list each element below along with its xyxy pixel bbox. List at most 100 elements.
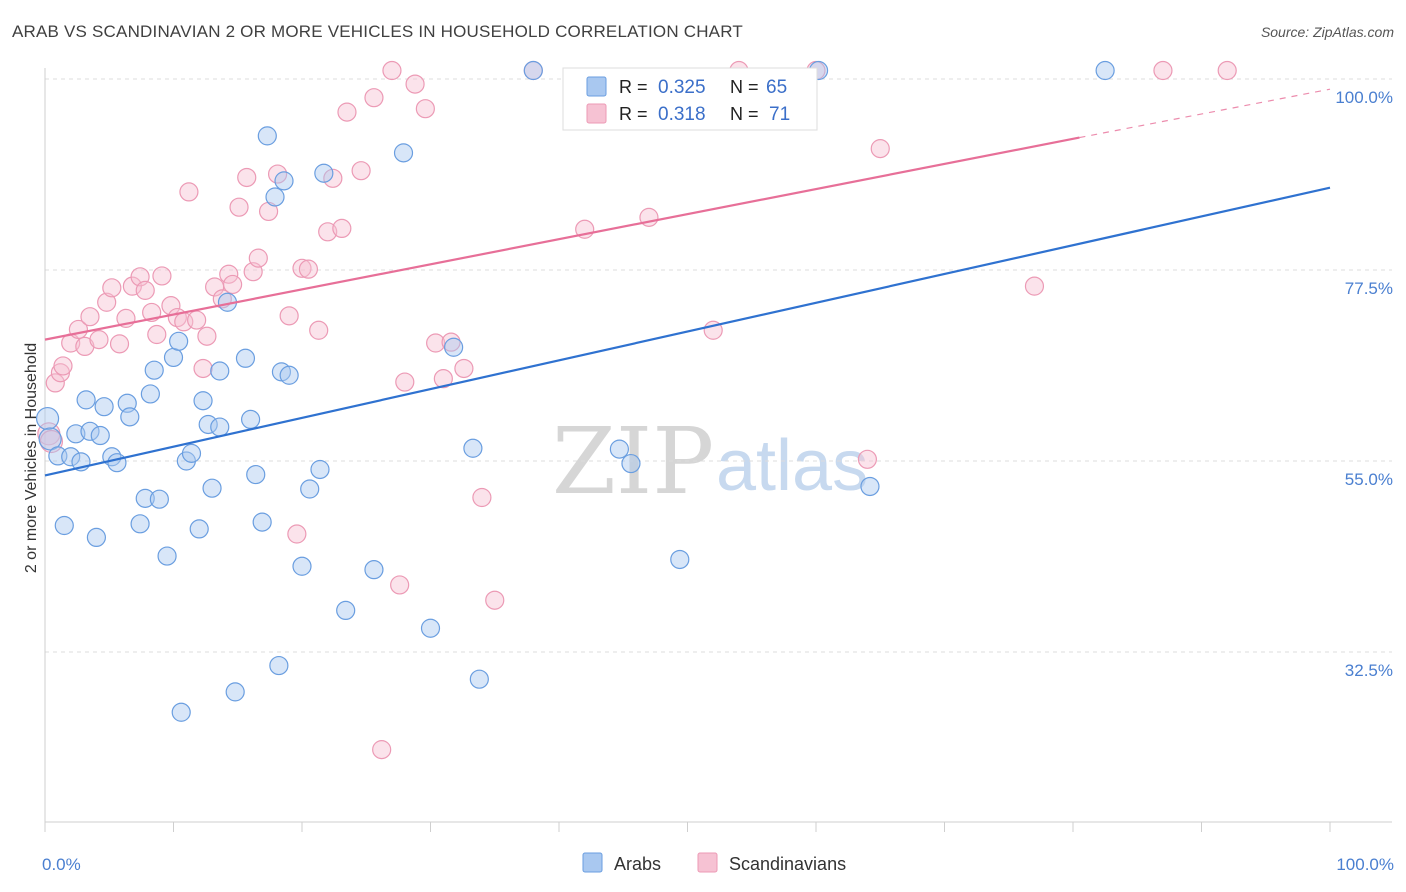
arabs-trend-line bbox=[44, 186, 1331, 477]
scandinavians-point bbox=[298, 259, 319, 279]
arabs-point bbox=[241, 409, 261, 430]
arabs-point bbox=[364, 560, 384, 580]
scandinavians-point bbox=[229, 197, 249, 217]
arabs-point bbox=[246, 464, 266, 485]
scandinavians-point bbox=[248, 248, 268, 268]
arabs-point bbox=[169, 331, 189, 351]
arabs-point bbox=[257, 126, 277, 146]
arabs-point bbox=[54, 515, 74, 536]
arabs-point bbox=[252, 512, 272, 532]
bottom-legend: Arabs Scandinavians bbox=[582, 852, 846, 874]
scandinavians-point bbox=[53, 356, 73, 376]
arabs-point bbox=[210, 361, 230, 381]
scandinavians-point bbox=[323, 168, 343, 188]
scandinavians-point bbox=[390, 575, 410, 595]
scandinavians-point bbox=[351, 161, 371, 181]
arabs-point bbox=[35, 406, 60, 431]
arabs-point bbox=[609, 439, 629, 459]
legend-r-label-arabs: R = bbox=[619, 77, 648, 97]
arabs-point bbox=[265, 187, 285, 207]
scandinavians-point bbox=[109, 334, 130, 354]
scandinavians-point bbox=[102, 278, 122, 298]
bottom-legend-label-arabs[interactable]: Arabs bbox=[614, 854, 661, 874]
arabs-point bbox=[310, 459, 330, 480]
legend-n-value-scandinavians: 71 bbox=[769, 104, 790, 125]
scandinavians-trend-extension bbox=[1079, 88, 1331, 139]
scandinavians-point bbox=[97, 292, 117, 312]
arabs-point bbox=[274, 171, 294, 191]
scandinavians-point bbox=[395, 372, 415, 392]
arabs-point bbox=[61, 447, 81, 467]
scandinavians-point bbox=[405, 74, 425, 94]
arabs-point bbox=[76, 390, 96, 410]
scandinavians-point bbox=[454, 358, 474, 379]
arabs-point bbox=[140, 384, 160, 404]
scandinavians-point bbox=[152, 266, 172, 286]
scandinavians-point bbox=[372, 740, 392, 760]
scandinavians-point bbox=[147, 324, 167, 345]
scandinavians-point bbox=[287, 524, 307, 544]
scandinavians-point bbox=[472, 487, 492, 508]
x-ticks bbox=[44, 822, 1331, 832]
scandinavians-point bbox=[382, 60, 402, 81]
arabs-point bbox=[157, 546, 177, 566]
scandinavians-point bbox=[433, 369, 453, 389]
arabs-point bbox=[225, 682, 245, 702]
scandinavians-point bbox=[187, 310, 207, 330]
scandinavians-point bbox=[219, 264, 239, 284]
arabs-point bbox=[86, 527, 107, 548]
arabs-point bbox=[621, 453, 641, 474]
arabs-point bbox=[444, 337, 464, 357]
bottom-legend-swatch-scandinavians[interactable] bbox=[697, 852, 718, 873]
y-tick-labels: 100.0% 77.5% 55.0% 32.5% bbox=[1335, 88, 1393, 680]
arabs-point bbox=[210, 417, 230, 437]
scandinavians-point bbox=[80, 307, 100, 327]
scandinavians-point bbox=[89, 330, 109, 350]
scandinavians-point bbox=[1024, 276, 1045, 296]
arabs-point bbox=[198, 414, 218, 435]
y-tick-label: 55.0% bbox=[1345, 470, 1393, 489]
source-credit: Source: ZipAtlas.com bbox=[1260, 24, 1394, 40]
scandinavians-point bbox=[292, 258, 312, 278]
bottom-legend-swatch-arabs[interactable] bbox=[582, 852, 603, 873]
arabs-point bbox=[163, 347, 184, 368]
bottom-legend-label-scandinavians[interactable]: Scandinavians bbox=[729, 854, 846, 874]
scandinavians-point bbox=[870, 139, 890, 159]
arabs-point bbox=[202, 478, 222, 498]
legend-swatch-arabs bbox=[586, 76, 607, 97]
arabs-point bbox=[90, 425, 110, 446]
scandinavians-point bbox=[485, 590, 505, 610]
arabs-point bbox=[463, 438, 483, 458]
y-axis-title: 2 or more Vehicles in Household bbox=[23, 343, 40, 573]
scandinavians-point bbox=[197, 326, 217, 346]
arabs-point bbox=[314, 163, 334, 183]
arabs-point bbox=[171, 702, 191, 722]
scandinavians-point bbox=[337, 102, 357, 122]
scandinavians-point bbox=[237, 167, 257, 188]
scandinavians-point bbox=[135, 280, 155, 300]
scandinavians-point bbox=[426, 333, 446, 353]
y-tick-label: 77.5% bbox=[1345, 279, 1393, 298]
scandinavians-point bbox=[45, 373, 65, 393]
legend-n-value-arabs: 65 bbox=[766, 77, 787, 98]
y-tick-label: 100.0% bbox=[1335, 88, 1393, 107]
scandinavians-point bbox=[193, 358, 213, 379]
arabs-point bbox=[269, 655, 289, 676]
watermark-atlas: atlas bbox=[716, 426, 868, 506]
arabs-point bbox=[66, 424, 86, 444]
scandinavians-point bbox=[1217, 60, 1237, 81]
legend-r-label-scandinavians: R = bbox=[619, 104, 648, 124]
watermark: ZIP atlas bbox=[552, 408, 868, 515]
arabs-point bbox=[393, 143, 414, 163]
legend-n-label-arabs: N = bbox=[730, 77, 759, 97]
arabs-point bbox=[181, 443, 202, 463]
arabs-point bbox=[80, 421, 100, 441]
scandinavians-point bbox=[1153, 60, 1173, 81]
scandinavians-point bbox=[857, 449, 878, 469]
scandinavians-point bbox=[364, 88, 384, 108]
scandinavians-points bbox=[37, 60, 1237, 760]
scandinavians-trend-line bbox=[44, 136, 1080, 341]
x-tick-label-min: 0.0% bbox=[42, 855, 81, 874]
arabs-point bbox=[336, 600, 356, 621]
arabs-point bbox=[107, 453, 127, 473]
